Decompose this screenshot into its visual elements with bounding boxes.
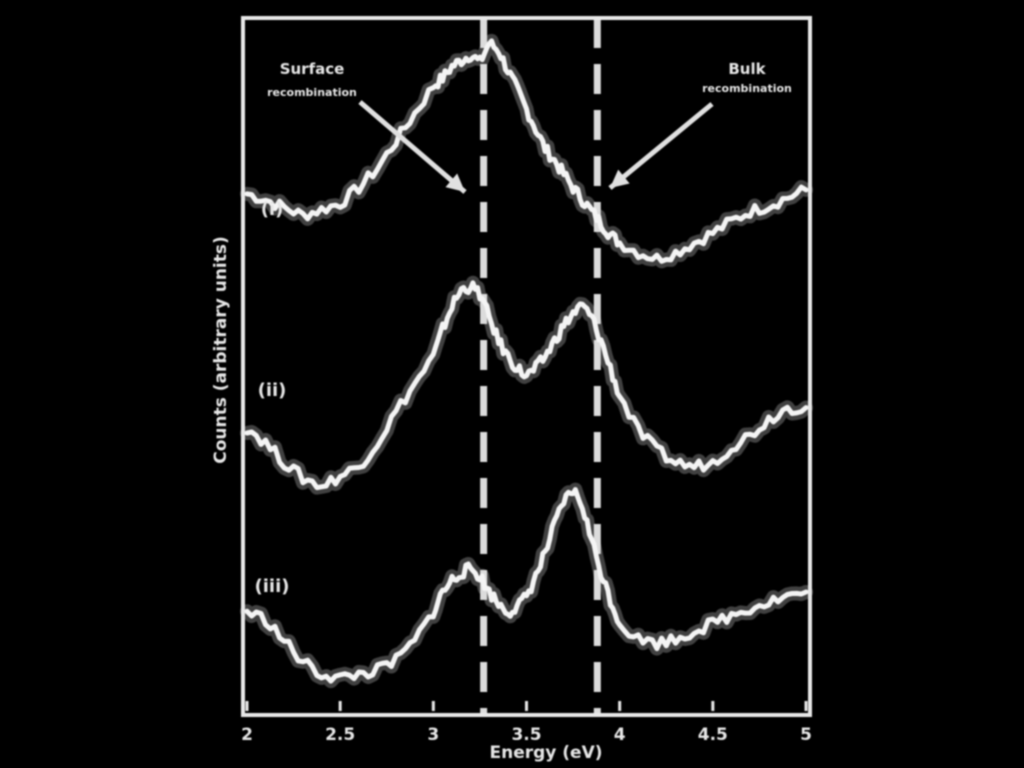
spectra-traces (244, 38, 809, 684)
x-tick-label-2: 2.5 (325, 725, 355, 745)
curve-label-1: (i) (261, 199, 284, 220)
annotation-title-1: Surface (280, 60, 345, 78)
annotation-arrowhead-1 (445, 173, 465, 192)
annotation-subtitle-2: recombination (702, 82, 792, 95)
x-tick-label-7: 5 (800, 725, 812, 745)
y-axis-label: Counts (arbitrary units) (211, 236, 231, 464)
x-tick-label-5: 4 (614, 725, 626, 745)
trace-glow-layer (240, 33, 813, 689)
curve-labels: (i) (ii) (iii) (255, 199, 290, 597)
x-tick-label-1: 2 (241, 725, 253, 745)
curve-label-2: (ii) (258, 380, 287, 401)
spectrum-trace-2 (244, 280, 809, 491)
x-axis-label: Energy (eV) (489, 743, 602, 763)
reference-lines (480, 18, 601, 715)
plot-frame (241, 16, 812, 717)
curve-label-3: (iii) (255, 576, 290, 597)
annotation-arrow-1 (358, 100, 467, 194)
x-axis-ticks: 2 2.5 3 3.5 4 4.5 5 (241, 701, 812, 745)
annotation-subtitle-1: recombination (267, 86, 357, 99)
x-tick-label-4: 3.5 (511, 725, 541, 745)
x-tick-label-3: 3 (427, 725, 439, 745)
x-tick-label-6: 4.5 (698, 725, 728, 745)
annotation-arrow-2 (608, 102, 714, 190)
annotations: Surface recombination Bulk recombination (267, 60, 792, 194)
annotation-arrowhead-2 (610, 169, 630, 188)
trace-glow-3 (240, 482, 813, 689)
annotation-title-2: Bulk (728, 60, 766, 78)
spectrum-trace-1 (244, 38, 809, 264)
spectrum-trace-3 (244, 487, 809, 684)
